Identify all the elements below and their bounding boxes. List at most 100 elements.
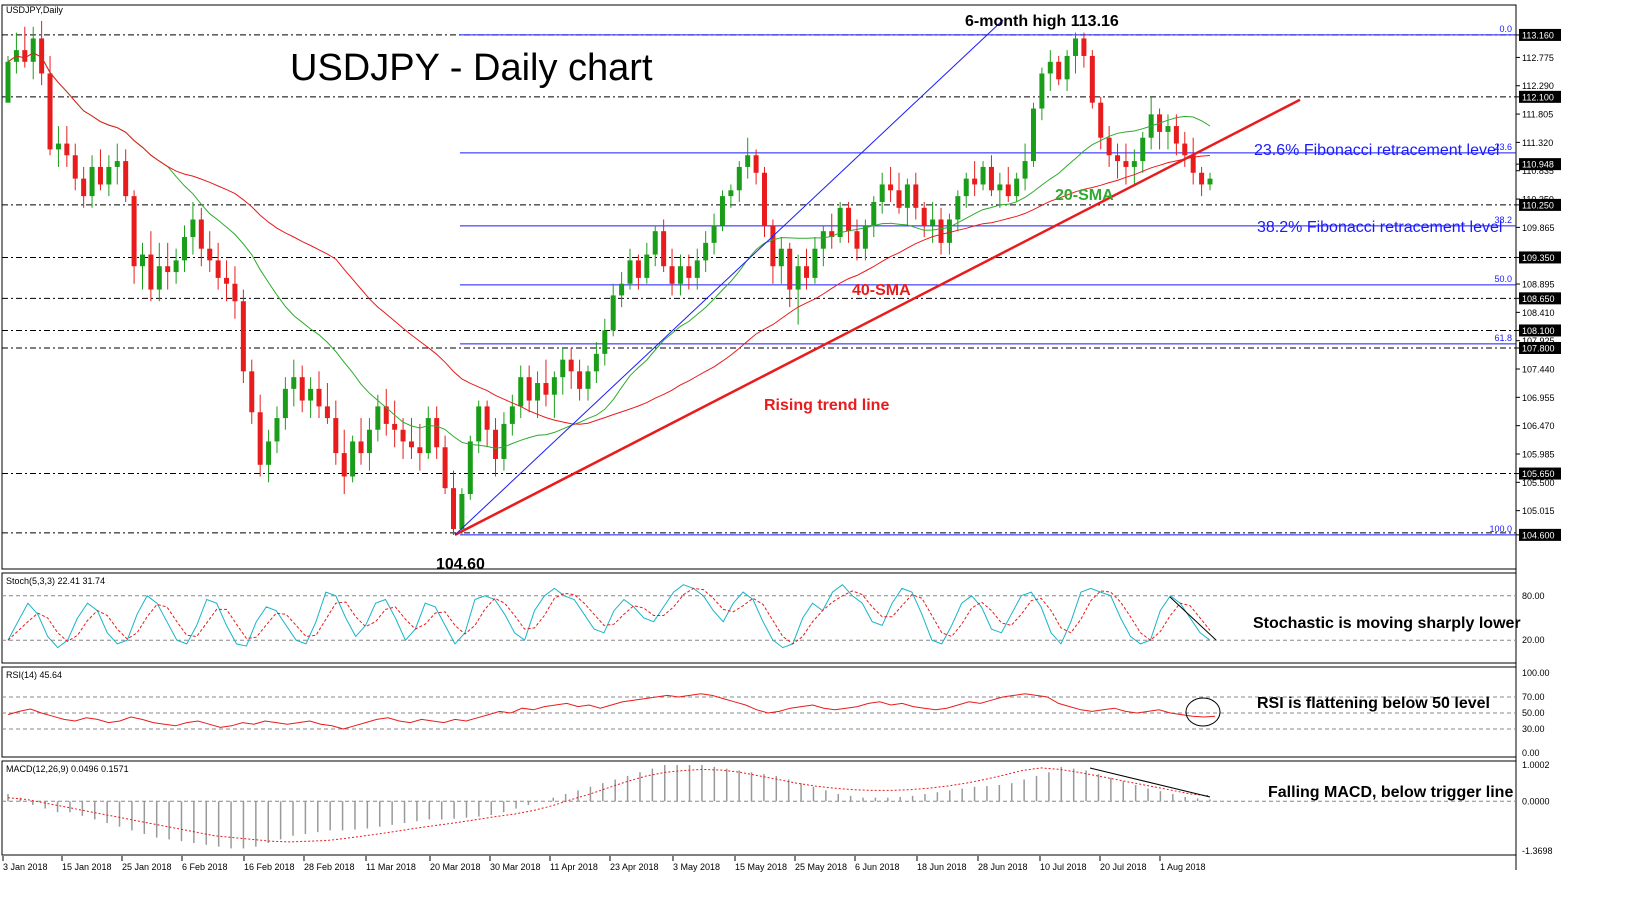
- candle-body: [501, 423, 507, 459]
- candle-body: [644, 254, 650, 278]
- candle-body: [526, 377, 532, 401]
- x-axis-label: 25 Jan 2018: [122, 862, 172, 872]
- rsi-axis-label: 0.00: [1522, 748, 1540, 758]
- candle-body: [904, 184, 910, 208]
- macd-annotation: Falling MACD, below trigger line: [1268, 784, 1513, 801]
- x-axis-label: 15 Jan 2018: [62, 862, 112, 872]
- candle-body: [577, 371, 583, 389]
- candle-body: [274, 418, 280, 442]
- candle-body: [30, 38, 36, 62]
- candle-body: [131, 196, 137, 267]
- candle-body: [333, 418, 339, 454]
- price-level-badge: [1519, 292, 1561, 305]
- candle-body: [106, 166, 112, 185]
- fibonacci-anchor-line: [454, 19, 1004, 536]
- candle-body: [123, 161, 129, 197]
- sma40-label: 40-SMA: [852, 282, 911, 299]
- x-axis-label: 28 Feb 2018: [304, 862, 355, 872]
- price-level-badge: [1519, 158, 1561, 171]
- rsi-circle-highlight: [1185, 697, 1221, 727]
- candle-body: [661, 231, 667, 267]
- x-axis-label: 18 Jun 2018: [917, 862, 967, 872]
- candle-body: [198, 219, 204, 249]
- candle-body: [635, 260, 641, 278]
- candle-body: [450, 488, 456, 530]
- candle-body: [1014, 178, 1020, 197]
- candle-body: [543, 383, 549, 395]
- price-axis-label: 105.650: [1522, 469, 1555, 479]
- candle-body: [358, 441, 364, 454]
- candle-body: [745, 155, 751, 167]
- candle-body: [156, 266, 162, 290]
- fibonacci-level-label: 0.0: [1499, 24, 1512, 34]
- stoch-d-line: [7, 587, 1211, 645]
- candle-body: [1056, 61, 1062, 80]
- candle-body: [493, 429, 499, 459]
- candle-body: [1199, 172, 1205, 185]
- candle-body: [291, 377, 297, 389]
- fibonacci-level-label: 23.6: [1494, 142, 1512, 152]
- rsi-axis-label: 30.00: [1522, 724, 1545, 734]
- candle-body: [1073, 38, 1079, 56]
- sma20-line: [7, 52, 1211, 449]
- candle-body: [476, 406, 482, 442]
- candle-body: [753, 155, 759, 173]
- candle-body: [1064, 55, 1070, 80]
- candle-body: [1098, 102, 1104, 138]
- candle-body: [316, 388, 322, 407]
- candle-body: [1081, 38, 1087, 56]
- candle-body: [467, 441, 473, 494]
- candle-body: [72, 155, 78, 179]
- macd-axis-label: 1.0002: [1522, 760, 1550, 770]
- fibonacci-level-label: 100.0: [1489, 524, 1512, 534]
- candle-body: [736, 166, 742, 191]
- candle-body: [509, 406, 515, 424]
- candle-body: [366, 429, 372, 454]
- candle-body: [182, 237, 188, 261]
- rsi-annotation: RSI is flattening below 50 level: [1257, 695, 1490, 712]
- x-axis-label: 3 Jan 2018: [3, 862, 48, 872]
- candle-body: [1123, 161, 1129, 167]
- candle-body: [375, 406, 381, 430]
- price-axis-label: 110.250: [1522, 200, 1554, 210]
- macd-panel: [1, 760, 1517, 856]
- candle-body: [719, 196, 725, 226]
- candle-body: [392, 423, 398, 430]
- candle-body: [383, 406, 389, 424]
- candle-body: [81, 178, 87, 197]
- x-axis-label: 11 Apr 2018: [550, 862, 598, 872]
- candle-body: [39, 38, 45, 74]
- rsi-axis-label: 100.00: [1522, 668, 1550, 678]
- candle-body: [89, 166, 95, 197]
- price-level-badge: [1519, 324, 1561, 337]
- price-level-badge: [1519, 528, 1561, 541]
- x-axis-label: 11 Mar 2018: [366, 862, 416, 872]
- candle-body: [224, 277, 230, 284]
- x-axis-label: 25 May 2018: [795, 862, 847, 872]
- candle-body: [913, 184, 919, 208]
- x-axis-label: 23 Apr 2018: [610, 862, 659, 872]
- candle-body: [64, 143, 70, 156]
- price-axis-label: 109.350: [1522, 253, 1555, 263]
- candle-body: [854, 231, 860, 249]
- x-axis-label: 1 Aug 2018: [1160, 862, 1206, 872]
- price-axis-label: 112.100: [1522, 92, 1554, 102]
- candle-body: [946, 219, 952, 243]
- candle-body: [980, 166, 986, 185]
- candle-body: [938, 219, 944, 243]
- candle-body: [1039, 73, 1045, 109]
- price-axis-label: 107.440: [1522, 365, 1555, 375]
- candle-body: [602, 330, 608, 354]
- candle-body: [1207, 178, 1213, 185]
- candle-body: [350, 441, 356, 477]
- price-axis-label: 107.800: [1522, 343, 1555, 353]
- price-axis-label: 111.320: [1522, 138, 1553, 148]
- candle-body: [610, 295, 616, 331]
- price-axis-label: 110.948: [1522, 160, 1554, 170]
- candle-body: [879, 184, 885, 202]
- price-axis-label: 105.015: [1522, 506, 1555, 516]
- x-axis-label: 30 Mar 2018: [490, 862, 541, 872]
- candle-body: [484, 406, 490, 430]
- candle-body: [694, 260, 700, 278]
- candle-body: [173, 260, 179, 273]
